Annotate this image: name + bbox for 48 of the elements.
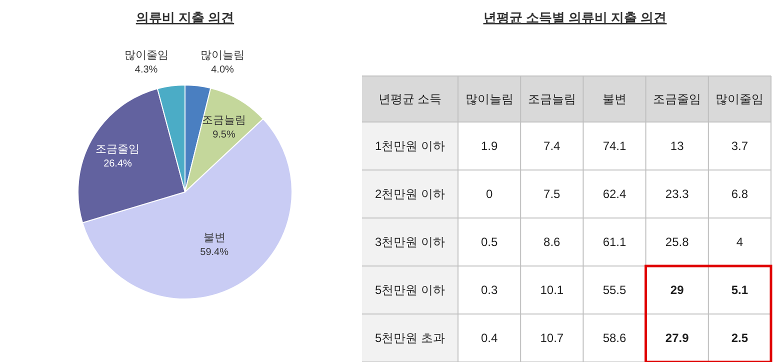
slice-label: 조금줄임 bbox=[96, 143, 140, 156]
y-tick-label: 5천만원 이하 bbox=[374, 283, 446, 297]
x-tick-label: 많이줄임 bbox=[716, 92, 764, 106]
data-label: 5.1 bbox=[731, 283, 748, 297]
data-label: 10.7 bbox=[540, 331, 564, 345]
data-label: 0.4 bbox=[480, 331, 498, 345]
data-label: 26.4% bbox=[104, 158, 132, 170]
data-label: 25.8 bbox=[665, 235, 690, 249]
chart-title: 의류비 지출 의견 bbox=[136, 10, 234, 25]
data-label: 55.5 bbox=[602, 283, 626, 297]
data-label: 13 bbox=[670, 139, 684, 153]
x-tick-label: 불변 bbox=[602, 92, 626, 106]
data-label: 29 bbox=[670, 283, 684, 297]
x-tick-label: 많이늘림 bbox=[465, 92, 514, 106]
data-label: 0.3 bbox=[480, 283, 498, 297]
y-tick-label: 1천만원 이하 bbox=[374, 139, 446, 153]
data-label: 1.9 bbox=[480, 139, 498, 153]
data-label: 9.5% bbox=[212, 130, 236, 141]
x-tick-label: 조금줄임 bbox=[653, 92, 702, 106]
data-label: 4.0% bbox=[211, 64, 234, 76]
slice-label: 많이늘림 bbox=[200, 50, 245, 62]
x-tick-label: 조금늘림 bbox=[528, 92, 576, 106]
data-label: 61.1 bbox=[602, 235, 626, 249]
data-label: 7.5 bbox=[544, 187, 561, 201]
y-tick-label: 2천만원 이하 bbox=[374, 187, 446, 201]
slice-label: 조금늘림 bbox=[202, 114, 246, 127]
data-label: 3.7 bbox=[731, 139, 748, 153]
data-label: 10.1 bbox=[540, 283, 564, 297]
data-label: 4.3% bbox=[134, 64, 158, 76]
data-label: 2.5 bbox=[731, 331, 748, 345]
data-label: 6.8 bbox=[731, 187, 748, 201]
data-label: 4 bbox=[736, 235, 744, 249]
data-label: 23.3 bbox=[665, 187, 690, 201]
slice-label: 불변 bbox=[203, 232, 226, 244]
chart-title: 년평균 소득별 의류비 지출 의견 bbox=[483, 10, 667, 25]
y-axis-title: 년평균 소득 bbox=[378, 92, 442, 106]
y-tick-label: 3천만원 이하 bbox=[374, 235, 446, 249]
data-label: 74.1 bbox=[602, 139, 626, 153]
data-label: 58.6 bbox=[602, 331, 626, 345]
y-tick-label: 5천만원 초과 bbox=[374, 331, 446, 345]
slice-label: 많이줄임 bbox=[124, 50, 168, 62]
data-label: 7.4 bbox=[544, 139, 561, 153]
data-label: 59.4% bbox=[200, 247, 229, 258]
data-label: 0.5 bbox=[480, 235, 498, 249]
data-label: 0 bbox=[486, 187, 493, 201]
data-label: 8.6 bbox=[544, 235, 561, 249]
data-label: 62.4 bbox=[602, 187, 626, 201]
data-label: 27.9 bbox=[665, 331, 690, 345]
